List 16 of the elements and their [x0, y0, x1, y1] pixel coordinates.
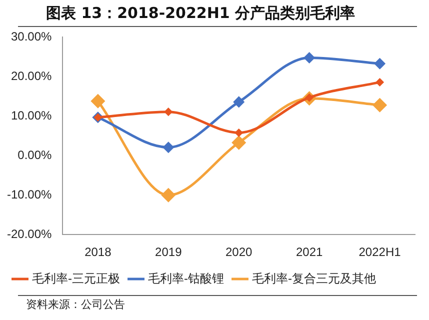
x-tick-label: 2019 [155, 245, 182, 260]
x-tick-label: 2022H1 [358, 245, 402, 260]
x-tick-label: 2020 [225, 245, 253, 260]
chart-title: 图表 13：2018-2022H1 分产品类别毛利率 [18, 0, 417, 27]
legend-label: 毛利率-三元正极 [32, 271, 120, 286]
x-tick-label: 2021 [296, 245, 323, 260]
text: 资料来源：公司公告 [18, 295, 417, 313]
legend-label: 毛利率-复合三元及其他 [252, 271, 376, 286]
y-tick-label: -10.00% [6, 187, 52, 202]
x-tick-label: 2018 [84, 245, 112, 260]
legend-label: 毛利率-钴酸锂 [148, 271, 224, 286]
y-tick-label: -20.00% [6, 226, 52, 241]
y-tick-label: 20.00% [10, 68, 52, 83]
y-tick-label: 10.00% [10, 108, 52, 122]
y-tick-label: 30.00% [10, 30, 52, 44]
y-tick-label: 0.00% [18, 148, 52, 162]
